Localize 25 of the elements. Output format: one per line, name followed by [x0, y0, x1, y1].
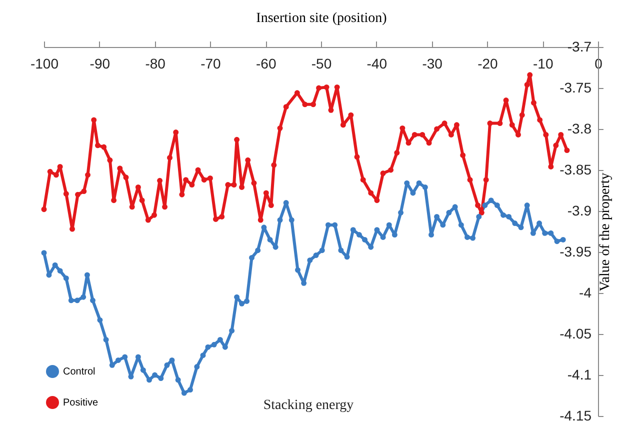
legend-label: Control — [63, 366, 96, 378]
x-tick-label: -20 — [478, 56, 498, 72]
x-tick-label: -70 — [200, 56, 222, 72]
y-tick-label: -4 — [579, 284, 592, 300]
y-tick-label: -3.7 — [567, 38, 592, 54]
y-tick-label: -3.8 — [567, 120, 592, 136]
x-axis-title: Insertion site (position) — [256, 11, 388, 26]
y-tick-label: -3.85 — [560, 162, 592, 178]
x-tick-label: -50 — [311, 56, 332, 72]
legend-label: Positive — [63, 398, 98, 408]
x-tick-label: -100 — [30, 56, 59, 72]
y-tick-label: -4.1 — [567, 366, 592, 382]
y-tick-label: -4.05 — [560, 326, 592, 342]
y-tick-label: -3.9 — [567, 202, 592, 218]
annotation: Stacking energy — [263, 398, 354, 413]
y-axis-title: Value of the property — [598, 172, 613, 292]
x-tick-label: -60 — [256, 56, 276, 72]
x-tick-label: -90 — [90, 56, 110, 72]
y-tick-label: -3.75 — [560, 80, 592, 96]
y-tick-label: -4.15 — [560, 408, 592, 424]
x-tick-label: -40 — [366, 56, 388, 72]
x-tick-label: -10 — [532, 56, 554, 72]
y-tick-label: -3.95 — [560, 244, 592, 260]
x-tick-label: -80 — [145, 56, 166, 72]
x-tick-label: -30 — [422, 56, 443, 72]
